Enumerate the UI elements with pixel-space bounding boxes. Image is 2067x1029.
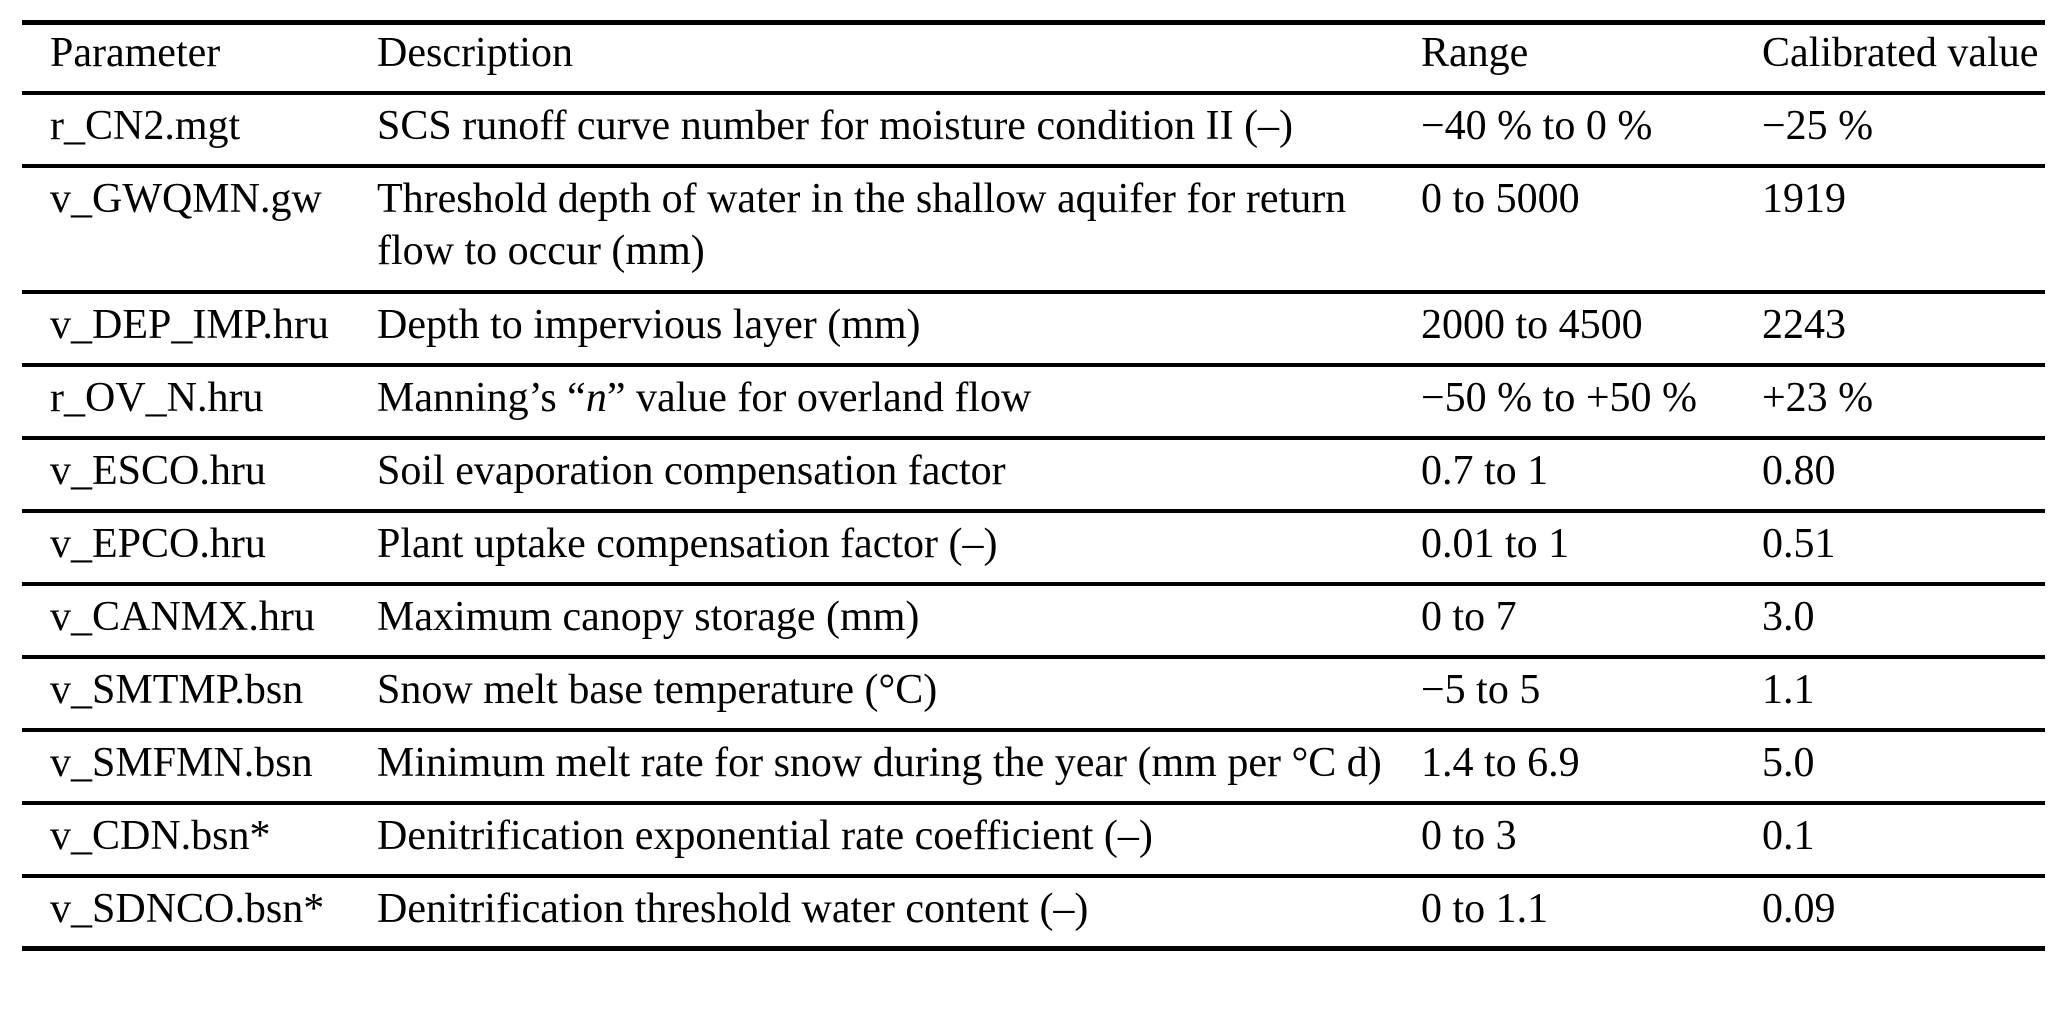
value-cell: 1919 — [1762, 175, 1846, 222]
range-cell: 0 to 5000 — [1421, 175, 1580, 222]
table-row: r_OV_N.hru Manning’s “n” value for overl… — [22, 364, 2045, 438]
table-row: v_DEP_IMP.hru Depth to impervious layer … — [22, 291, 2045, 365]
param-cell: v_SDNCO.bsn* — [50, 885, 325, 932]
value-cell: 1.1 — [1762, 666, 1815, 713]
range-cell: 0.7 to 1 — [1421, 447, 1549, 494]
desc-cell: Threshold depth of water in the shallow … — [377, 175, 1347, 274]
value-cell: −25 % — [1762, 102, 1874, 149]
table-row: v_EPCO.hru Plant uptake compensation fac… — [22, 510, 2045, 584]
param-cell: v_EPCO.hru — [50, 520, 266, 567]
table-row: v_ESCO.hru Soil evaporation compensation… — [22, 437, 2045, 511]
value-cell: 0.51 — [1762, 520, 1836, 567]
table-header: Parameter Description Range Calibrated v… — [22, 23, 2045, 93]
parameters-table-container: Parameter Description Range Calibrated v… — [22, 20, 2045, 951]
param-cell: v_ESCO.hru — [50, 447, 266, 494]
table-row: r_CN2.mgt SCS runoff curve number for mo… — [22, 92, 2045, 166]
desc-cell: Manning’s “n” value for overland flow — [377, 374, 1032, 421]
column-header-calibrated-value: Calibrated value — [1762, 30, 2039, 76]
table-row: v_SDNCO.bsn* Denitrification threshold w… — [22, 875, 2045, 949]
desc-cell: Snow melt base temperature (°C) — [377, 666, 938, 713]
param-cell: v_SMTMP.bsn — [50, 666, 304, 713]
value-cell: 2243 — [1762, 301, 1846, 348]
range-cell: −5 to 5 — [1421, 666, 1541, 713]
desc-cell: Plant uptake compensation factor (–) — [377, 520, 998, 567]
range-cell: 1.4 to 6.9 — [1421, 739, 1580, 786]
column-header-range: Range — [1421, 30, 1529, 76]
range-cell: 0 to 7 — [1421, 593, 1517, 640]
param-cell: r_CN2.mgt — [50, 102, 241, 149]
param-cell: r_OV_N.hru — [50, 374, 264, 421]
param-cell: v_CANMX.hru — [50, 593, 315, 640]
table-row: v_SMFMN.bsn Minimum melt rate for snow d… — [22, 729, 2045, 803]
desc-cell: Denitrification threshold water content … — [377, 885, 1089, 932]
table-row: v_SMTMP.bsn Snow melt base temperature (… — [22, 656, 2045, 730]
value-cell: 0.09 — [1762, 885, 1836, 932]
table-row: v_CANMX.hru Maximum canopy storage (mm) … — [22, 583, 2045, 657]
column-header-description: Description — [377, 30, 573, 76]
value-cell: 5.0 — [1762, 739, 1815, 786]
table-header-row: Parameter Description Range Calibrated v… — [22, 23, 2045, 93]
table-row: v_CDN.bsn* Denitrification exponential r… — [22, 802, 2045, 876]
range-cell: 2000 to 4500 — [1421, 301, 1643, 348]
value-cell: 3.0 — [1762, 593, 1815, 640]
param-cell: v_CDN.bsn* — [50, 812, 271, 859]
desc-cell: Maximum canopy storage (mm) — [377, 593, 920, 640]
param-cell: v_GWQMN.gw — [50, 175, 322, 222]
value-cell: 0.1 — [1762, 812, 1815, 859]
table-row: v_GWQMN.gw Threshold depth of water in t… — [22, 165, 2045, 292]
param-cell: v_DEP_IMP.hru — [50, 301, 329, 348]
desc-cell: Soil evaporation compensation factor — [377, 447, 1006, 494]
value-cell: +23 % — [1762, 374, 1874, 421]
table-body: r_CN2.mgt SCS runoff curve number for mo… — [22, 92, 2045, 949]
column-header-parameter: Parameter — [50, 30, 221, 76]
desc-cell: SCS runoff curve number for moisture con… — [377, 102, 1294, 149]
desc-cell: Minimum melt rate for snow during the ye… — [377, 739, 1382, 786]
desc-cell: Depth to impervious layer (mm) — [377, 301, 921, 348]
desc-cell: Denitrification exponential rate coeffic… — [377, 812, 1153, 859]
range-cell: −40 % to 0 % — [1421, 102, 1653, 149]
range-cell: 0.01 to 1 — [1421, 520, 1570, 567]
param-cell: v_SMFMN.bsn — [50, 739, 313, 786]
range-cell: 0 to 3 — [1421, 812, 1517, 859]
value-cell: 0.80 — [1762, 447, 1836, 494]
range-cell: −50 % to +50 % — [1421, 374, 1698, 421]
range-cell: 0 to 1.1 — [1421, 885, 1549, 932]
parameters-table: Parameter Description Range Calibrated v… — [22, 20, 2045, 951]
